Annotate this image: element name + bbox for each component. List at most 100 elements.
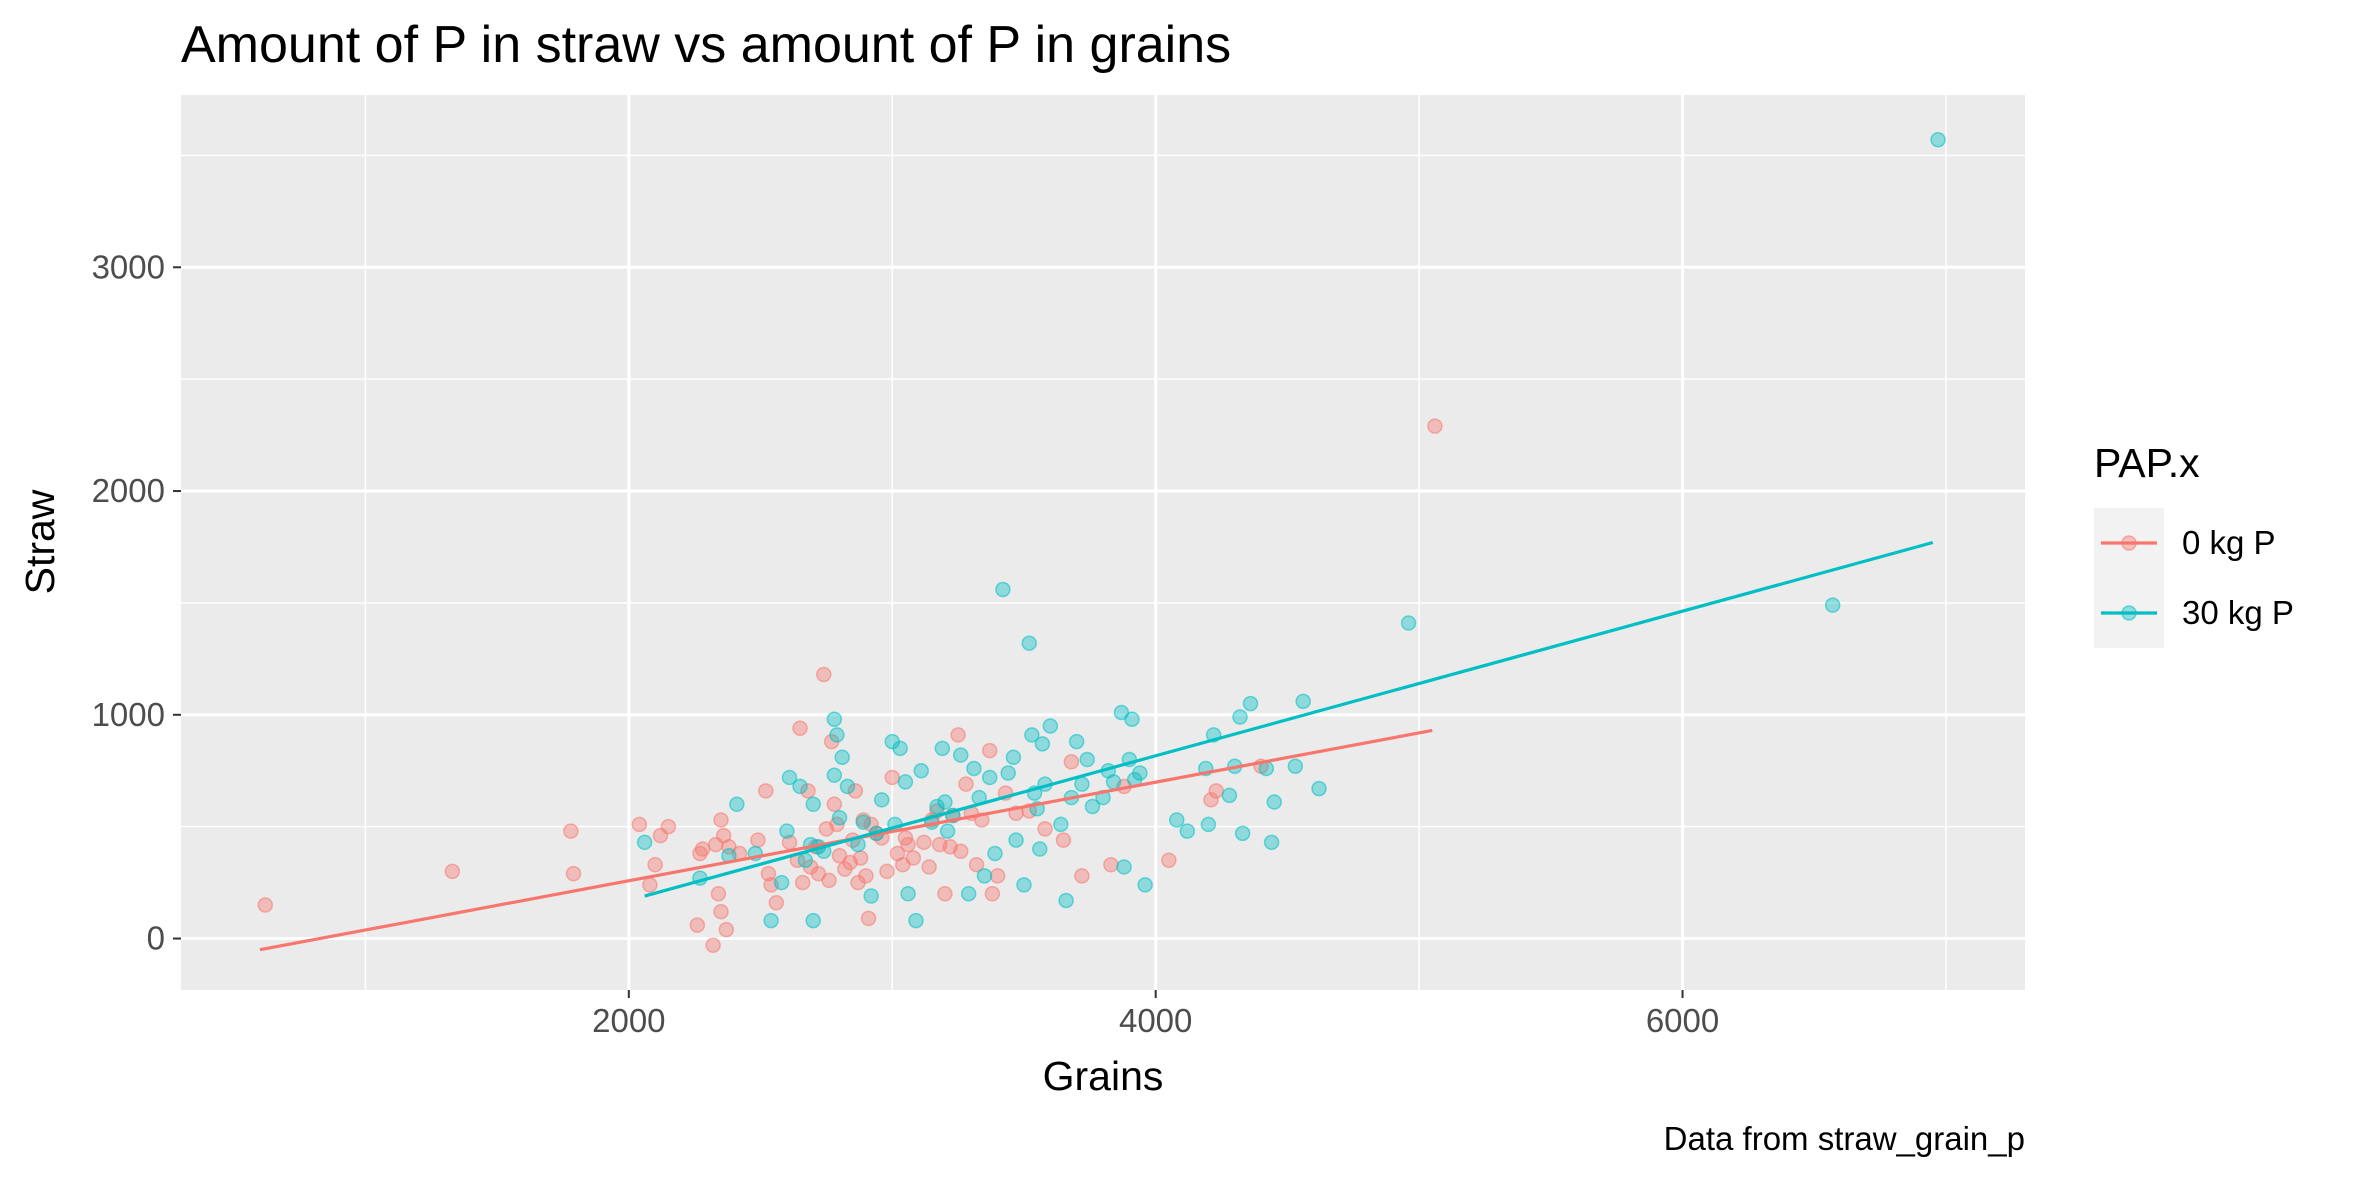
data-point [916,834,932,851]
data-point [713,903,729,920]
data-point [892,740,908,757]
data-point [989,868,1006,884]
data-point [829,727,845,743]
data-point [1063,754,1080,770]
data-point [565,865,582,882]
data-point [763,912,779,929]
data-point [831,809,848,826]
data-point [839,778,856,795]
data-point [768,894,785,911]
data-point [1311,780,1327,797]
data-point [773,874,790,891]
chart-caption: Data from straw_grain_p [1664,1120,2025,1157]
data-point [1137,877,1153,893]
data-point [1169,812,1185,828]
data-point [1232,709,1248,725]
data-point [981,742,998,759]
data-point [937,794,953,810]
data-point [1263,834,1280,851]
data-point [863,888,879,904]
data-point [981,769,998,786]
data-point [905,850,922,866]
x-tick-label: 2000 [592,1002,665,1039]
data-point [952,843,969,860]
data-point [900,886,916,902]
data-point [642,877,658,893]
data-point [1203,792,1219,808]
data-point [444,863,461,880]
legend-item: 30 kg P [2094,578,2294,648]
data-point [884,769,901,786]
data-point [805,912,821,929]
data-point [937,886,953,902]
data-point [1124,711,1140,728]
data-point [1179,823,1196,839]
y-tick-label: 2000 [92,472,165,509]
data-point [826,711,843,728]
data-point [1084,798,1101,815]
axis-ticks [173,266,1684,998]
data-point [718,921,735,938]
data-point [1287,758,1304,774]
data-point [800,783,816,799]
y-axis-title: Straw [17,489,63,594]
data-point [858,868,874,884]
data-point [1005,749,1022,766]
data-point [1103,856,1119,873]
data-point [1242,695,1259,712]
data-point [694,841,711,857]
data-point [1295,693,1311,710]
data-point [855,814,872,830]
data-point [758,783,774,799]
data-point [1021,635,1037,651]
data-point [257,897,274,913]
legend-label: 0 kg P [2182,524,2276,561]
data-point [1400,615,1417,631]
data-point [750,832,766,848]
legend-label: 30 kg P [2182,594,2294,631]
data-point [873,792,890,808]
data-point [1024,727,1040,743]
plot-panel [181,95,2025,990]
data-point [792,720,808,736]
data-point [660,818,677,835]
data-point [1161,852,1177,868]
data-point [960,886,977,902]
legend-items: 0 kg P 30 kg P [2094,508,2294,648]
trend-line-30-kg-p [644,540,1934,898]
data-point [939,823,956,839]
y-tick-label: 1000 [92,696,165,733]
data-point [826,767,843,783]
data-point [966,760,982,777]
major-gridlines [181,95,2025,990]
data-point [1079,751,1095,768]
data-point [1132,765,1148,781]
data-point [958,776,974,792]
data-point [1221,787,1238,804]
x-tick-label: 6000 [1646,1002,1719,1039]
data-point [1208,783,1225,799]
data-point [563,823,579,839]
data-point [821,872,837,889]
data-point [1042,718,1059,734]
data-point [779,823,795,839]
data-point [1000,765,1016,781]
data-point [929,798,945,815]
data-point [1053,816,1069,833]
data-point [934,740,951,757]
data-point [900,836,916,853]
data-point [860,910,877,927]
y-axis-tick-labels: 0 1000 2000 3000 [92,248,165,956]
data-point [1930,132,1946,148]
data-point [847,783,864,799]
data-point [816,666,832,683]
legend-title: PAP.x [2094,440,2200,486]
x-tick-label: 4000 [1119,1002,1192,1039]
chart-title: Amount of P in straw vs amount of P in g… [181,16,1231,74]
data-point [1116,859,1132,875]
trend-lines [259,540,1934,952]
data-point [1037,821,1053,837]
data-point [631,816,648,833]
